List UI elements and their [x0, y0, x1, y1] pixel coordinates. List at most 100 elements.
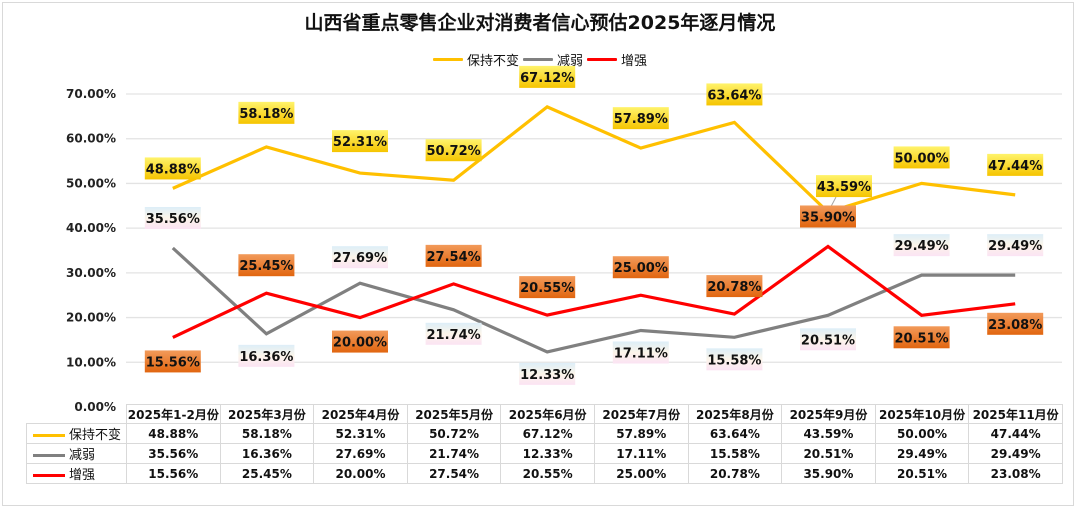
data-label-box — [987, 153, 1044, 176]
series-line-strengthen — [172, 244, 1016, 339]
table-row: 增强 15.56% 25.45% 20.00% 27.54% 20.55% 25.00% 20… — [26, 463, 1063, 484]
data-label-strengthen: 20.51% — [893, 326, 950, 349]
data-label-box — [893, 326, 950, 349]
data-label-box — [519, 276, 576, 299]
legend: 保持不变 减弱 增强 — [0, 50, 1080, 69]
table-cell: 20.78% — [687, 463, 783, 484]
data-label-weaken: 29.49% — [893, 234, 950, 257]
table-cell: 63.64% — [687, 423, 783, 444]
table-column-header: 2025年5月份 — [406, 404, 502, 424]
table-cell: 15.58% — [687, 443, 783, 464]
data-label-text: 23.08% — [988, 318, 1042, 333]
data-label-strengthen: 20.00% — [332, 330, 388, 353]
y-tick-label: 20.00% — [66, 311, 116, 325]
data-label-text: 58.18% — [239, 107, 293, 122]
data-label-box — [519, 65, 576, 88]
table-cell: 35.90% — [781, 463, 876, 484]
table-cell: 20.00% — [313, 463, 408, 484]
data-label-weaken: 17.11% — [612, 341, 669, 364]
data-label-box — [706, 348, 763, 371]
table-cell: 29.49% — [968, 443, 1063, 464]
data-label-weaken: 21.74% — [425, 322, 482, 345]
data-label-unchanged: 67.12% — [519, 65, 576, 88]
data-label-unchanged: 63.64% — [706, 83, 763, 106]
data-label-strengthen: 23.08% — [987, 312, 1044, 335]
data-label-box — [893, 234, 950, 257]
data-label-unchanged: 50.00% — [893, 146, 950, 169]
gridlines — [126, 93, 1062, 363]
series-name-label: 保持不变 — [69, 428, 122, 443]
table-cell: 17.11% — [593, 443, 689, 464]
data-label-box — [425, 322, 482, 345]
series-swatch — [33, 434, 65, 437]
table-series-name: 减弱 — [26, 443, 127, 464]
legend-item-strengthen[interactable]: 增强 — [587, 50, 647, 69]
table-cell: 16.36% — [219, 443, 315, 464]
data-label-unchanged: 43.59% — [816, 175, 872, 198]
legend-item-weaken[interactable]: 减弱 — [522, 50, 583, 69]
table-row: 保持不变 48.88% 58.18% 52.31% 50.72% 67.12% 57.89%… — [26, 423, 1063, 444]
data-label-box — [987, 312, 1044, 335]
data-label-strengthen: 27.54% — [425, 244, 482, 267]
legend-swatch-weaken — [522, 58, 553, 61]
data-label-text: 20.00% — [333, 336, 387, 351]
legend-swatch-unchanged — [432, 58, 463, 61]
data-label-strengthen: 20.78% — [706, 275, 763, 298]
data-label-unchanged: 57.89% — [612, 107, 669, 130]
data-label-weaken: 15.58% — [706, 348, 763, 371]
table-column-header: 2025年11月份 — [968, 404, 1063, 424]
data-label-box — [332, 246, 388, 269]
data-label-box — [519, 362, 576, 385]
table-cell: 57.89% — [593, 423, 689, 444]
data-label-unchanged: 58.18% — [238, 101, 295, 124]
series-swatch — [33, 474, 65, 477]
table-cell: 58.18% — [219, 423, 315, 444]
data-label-box — [816, 175, 872, 198]
data-label-text: 16.36% — [239, 350, 293, 365]
data-label-text: 12.33% — [520, 368, 574, 383]
table-corner — [27, 405, 127, 424]
data-label-text: 50.72% — [427, 144, 481, 159]
data-labels: 48.88% 58.18% 52.31% 50.72% 67.12% 57.89% 63.6… — [144, 65, 1044, 385]
data-label-strengthen: 35.90% — [800, 205, 856, 228]
data-label-text: 27.69% — [333, 251, 387, 266]
data-label-box — [893, 146, 950, 169]
chart-title: 山西省重点零售企业对消费者信心预估2025年逐月情况 — [304, 12, 776, 34]
table-row: 减弱 35.56% 16.36% 27.69% 21.74% 12.33% 17.11% 15… — [26, 443, 1063, 464]
table-cell: 23.08% — [968, 463, 1063, 484]
table-column-header: 2025年8月份 — [687, 404, 783, 424]
y-tick-label: 30.00% — [66, 266, 116, 280]
legend-item-unchanged[interactable]: 保持不变 — [432, 50, 519, 69]
data-label-text: 20.55% — [520, 281, 574, 296]
data-label-box — [144, 206, 201, 229]
table-cell: 67.12% — [500, 423, 595, 444]
data-label-weaken: 16.36% — [238, 344, 295, 367]
series-line-weaken — [171, 246, 1016, 354]
data-label-text: 35.56% — [146, 212, 200, 227]
table-cell: 20.55% — [500, 463, 595, 484]
data-label-box — [800, 328, 856, 351]
table-column-header: 2025年7月份 — [593, 404, 689, 424]
data-label-box — [425, 244, 482, 267]
data-label-text: 57.89% — [614, 112, 668, 127]
series-lines — [171, 105, 1016, 354]
table-cell: 52.31% — [313, 423, 408, 444]
y-tick-label: 70.00% — [66, 87, 116, 101]
y-axis: 0.00% 10.00% 20.00% 30.00% 40.00% 50.00% 60.00… — [66, 87, 116, 414]
data-label-box — [425, 139, 482, 162]
y-tick-label: 10.00% — [66, 355, 116, 369]
table-cell: 12.33% — [500, 443, 595, 464]
data-label-box — [800, 205, 856, 228]
data-label-text: 25.00% — [614, 261, 668, 276]
data-label-text: 67.12% — [520, 71, 574, 86]
data-label-text: 17.11% — [614, 346, 668, 361]
table-cell: 15.56% — [126, 463, 221, 484]
table-cell: 50.72% — [406, 423, 502, 444]
y-tick-label: 0.00% — [74, 400, 116, 414]
data-label-unchanged: 52.31% — [332, 130, 388, 153]
legend-label-weaken: 减弱 — [556, 54, 583, 69]
data-label-strengthen: 20.55% — [519, 276, 576, 299]
series-swatch — [33, 454, 65, 457]
data-label-box — [144, 157, 201, 180]
